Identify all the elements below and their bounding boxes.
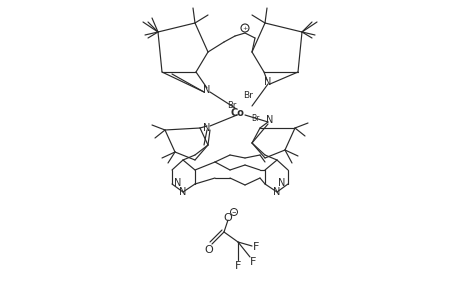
- Text: N: N: [278, 178, 285, 188]
- Text: Br: Br: [242, 91, 252, 100]
- Text: N: N: [179, 187, 186, 197]
- Text: N: N: [203, 123, 210, 133]
- Text: Co: Co: [230, 108, 243, 118]
- Text: −: −: [231, 209, 236, 214]
- Text: F: F: [252, 242, 258, 252]
- Text: N: N: [264, 77, 271, 87]
- Text: +: +: [242, 26, 247, 31]
- Text: F: F: [234, 261, 241, 271]
- Text: Br: Br: [227, 100, 236, 109]
- Text: F: F: [249, 257, 256, 267]
- Text: N: N: [174, 178, 181, 188]
- Text: N: N: [266, 115, 273, 125]
- Text: N: N: [273, 187, 280, 197]
- Text: O: O: [204, 245, 213, 255]
- Text: O: O: [223, 213, 232, 223]
- Text: N: N: [203, 85, 210, 95]
- Text: Br: Br: [250, 113, 258, 122]
